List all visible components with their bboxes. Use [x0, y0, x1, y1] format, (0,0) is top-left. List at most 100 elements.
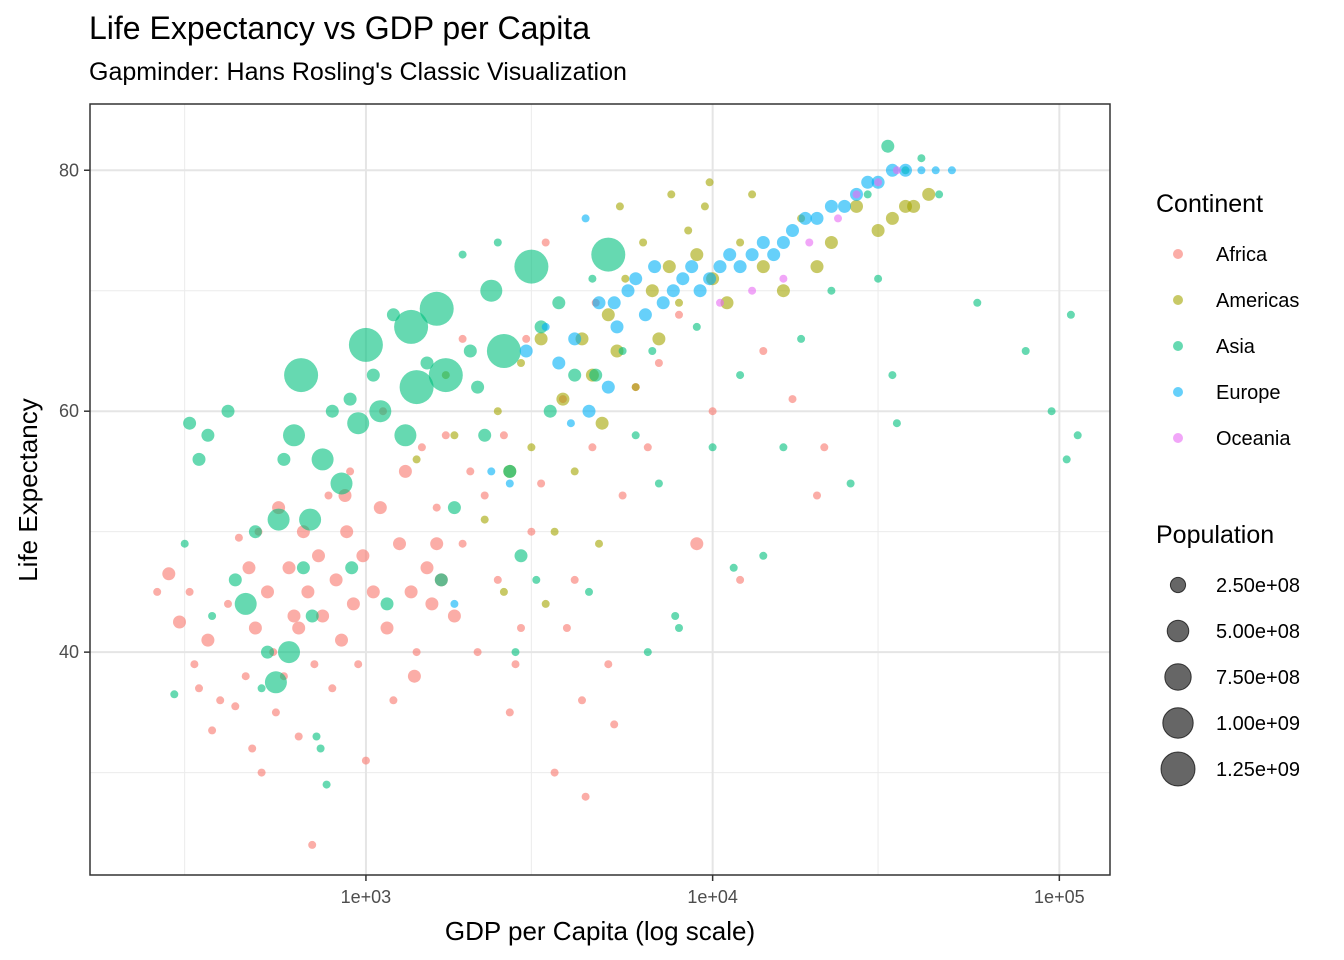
data-point-asia [1066, 310, 1075, 319]
data-point-africa [517, 624, 525, 632]
data-point-europe [824, 199, 838, 213]
data-point-africa [604, 660, 613, 669]
legend-label-africa: Africa [1216, 244, 1268, 266]
legend-key-oceania [1173, 433, 1183, 443]
data-point-asia [736, 371, 745, 380]
data-point-asia [654, 479, 663, 488]
data-point-asia [478, 428, 492, 442]
data-point-americas [631, 383, 640, 392]
data-point-asia [863, 190, 872, 199]
data-point-africa [610, 720, 619, 729]
data-point-asia [369, 400, 392, 423]
data-point-asia [631, 431, 640, 440]
data-point-europe [629, 272, 643, 286]
data-point-africa [505, 708, 514, 717]
data-point-europe [947, 166, 956, 175]
data-point-asia [380, 597, 394, 611]
data-point-americas [570, 467, 579, 476]
data-point-europe [610, 320, 624, 334]
data-point-africa [195, 684, 203, 693]
data-point-africa [417, 443, 426, 452]
data-point-africa [287, 609, 301, 623]
data-point-oceania [716, 298, 724, 307]
data-point-europe [767, 248, 781, 262]
size-legend-label: 1.00e+09 [1216, 713, 1300, 735]
size-legend-items: 2.50e+08 5.00e+08 7.50e+08 1.00e+09 1.25e+09 [1160, 575, 1300, 787]
data-point-asia [343, 392, 357, 406]
data-point-americas [615, 202, 624, 211]
data-point-europe [568, 332, 582, 346]
data-point-americas [810, 260, 824, 274]
data-point-africa [261, 585, 274, 599]
size-legend-key [1164, 663, 1192, 691]
data-point-americas [556, 392, 570, 406]
data-point-europe [621, 284, 635, 298]
data-point-europe [861, 175, 875, 189]
y-tick-label: 60 [59, 401, 79, 421]
data-point-asia [568, 368, 582, 382]
x-tick-label: 1e+04 [687, 887, 738, 907]
data-point-asia [589, 368, 603, 382]
color-legend-items: Africa Americas Asia Europe Oceania [1173, 244, 1299, 450]
data-point-asia [348, 327, 383, 362]
data-point-asia [827, 286, 836, 295]
data-point-europe [566, 419, 575, 428]
data-point-europe [917, 166, 926, 175]
data-point-africa [208, 726, 217, 735]
data-point-oceania [874, 178, 883, 187]
data-point-africa [499, 431, 508, 440]
data-point-africa [316, 609, 330, 623]
data-point-africa [248, 744, 257, 753]
data-point-africa [708, 407, 717, 416]
data-point-africa [581, 792, 590, 801]
data-point-asia [428, 358, 463, 393]
data-point-europe [776, 236, 790, 249]
data-point-europe [581, 214, 590, 223]
data-point-africa [420, 561, 434, 575]
data-point-asia [201, 428, 215, 442]
data-point-asia [228, 573, 242, 587]
ticks-layer: 1e+03 1e+04 1e+05 40 60 80 [59, 160, 1085, 907]
data-point-africa [257, 768, 266, 777]
legend-label-americas: Americas [1216, 290, 1299, 312]
color-legend-title: Continent [1156, 190, 1263, 218]
data-point-americas [922, 187, 936, 201]
data-point-asia [1047, 407, 1056, 416]
data-point-asia [881, 139, 895, 153]
data-point-africa [654, 359, 663, 367]
data-point-africa [380, 621, 394, 635]
data-point-americas [499, 587, 508, 596]
data-point-africa [759, 347, 768, 355]
data-point-oceania [805, 238, 814, 247]
data-point-africa [618, 491, 627, 500]
data-point-africa [153, 587, 162, 596]
data-point-africa [173, 615, 186, 629]
data-point-asia [325, 404, 339, 418]
data-point-africa [588, 443, 597, 452]
data-point-americas [517, 359, 525, 367]
data-point-africa [294, 732, 303, 741]
data-point-asia [180, 539, 189, 548]
size-legend-key [1160, 751, 1196, 787]
data-point-asia [759, 551, 768, 560]
data-point-oceania [852, 190, 861, 199]
data-point-europe [899, 163, 912, 177]
data-point-asia [846, 479, 855, 488]
data-point-asia [345, 561, 359, 575]
data-point-asia [511, 648, 520, 657]
data-point-asia [284, 358, 319, 393]
data-point-oceania [892, 166, 901, 175]
data-point-asia [543, 404, 557, 418]
data-point-africa [301, 585, 315, 599]
data-point-asia [588, 274, 597, 283]
data-point-asia [257, 684, 266, 693]
data-point-americas [667, 190, 676, 199]
data-point-africa [788, 395, 797, 404]
data-point-americas [541, 599, 550, 608]
data-point-americas [720, 296, 734, 310]
data-point-africa [271, 708, 280, 717]
data-point-europe [648, 260, 662, 274]
data-point-asia [296, 561, 310, 575]
data-point-africa [458, 334, 467, 343]
y-axis-label: Life Expectancy [13, 398, 43, 582]
